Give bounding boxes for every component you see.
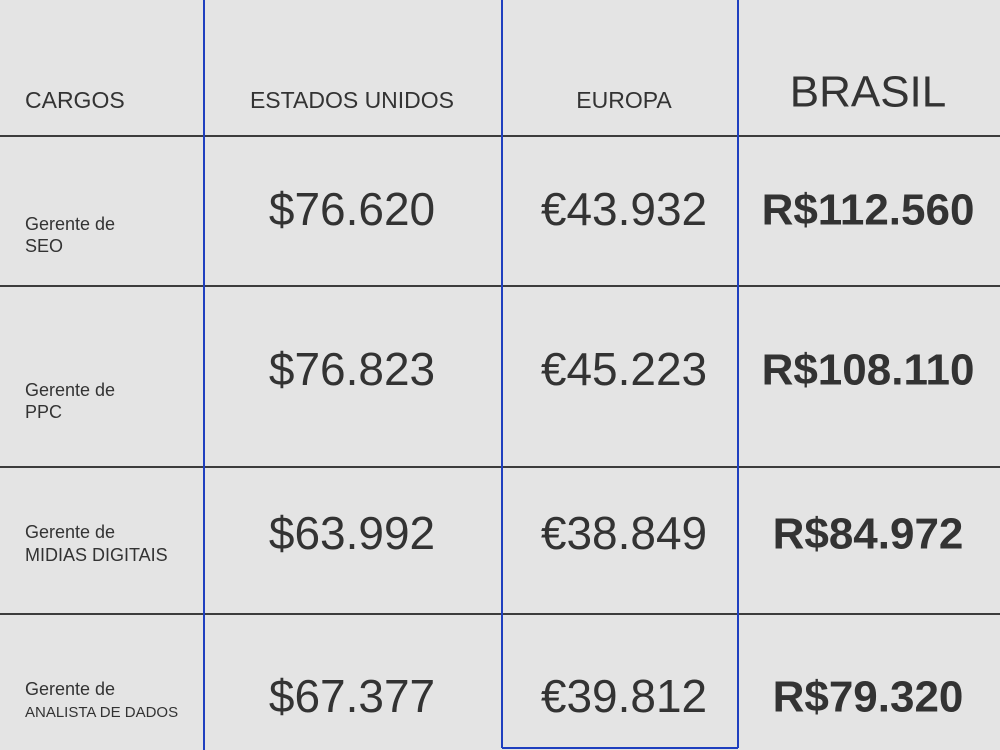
salary-value: €38.849 [541, 507, 707, 559]
salary-value: $76.620 [269, 183, 435, 235]
header-cell: EUROPA [576, 87, 672, 113]
role-label: Gerente de [25, 679, 115, 699]
role-label: SEO [25, 236, 63, 256]
salary-value: €43.932 [541, 183, 707, 235]
salary-value: R$112.560 [762, 186, 975, 235]
salary-value: $76.823 [269, 343, 435, 395]
salary-value: $67.377 [269, 670, 435, 722]
role-label: Gerente de [25, 380, 115, 400]
row-dividers [0, 135, 1000, 615]
salary-value: R$84.972 [773, 510, 964, 559]
column-dividers [203, 0, 739, 750]
header-cell: BRASIL [790, 68, 947, 117]
header-cell: CARGOS [25, 87, 125, 113]
salary-value: €39.812 [541, 670, 707, 722]
role-label: Gerente de [25, 214, 115, 234]
salary-value: R$108.110 [762, 346, 975, 395]
role-label: MIDIAS DIGITAIS [25, 545, 168, 565]
header-cell: ESTADOS UNIDOS [250, 87, 454, 113]
role-label: Gerente de [25, 522, 115, 542]
role-label: PPC [25, 402, 62, 422]
salary-value: €45.223 [541, 343, 707, 395]
salary-value: R$79.320 [773, 673, 964, 722]
salary-value: $63.992 [269, 507, 435, 559]
role-label: ANALISTA DE DADOS [25, 704, 178, 721]
